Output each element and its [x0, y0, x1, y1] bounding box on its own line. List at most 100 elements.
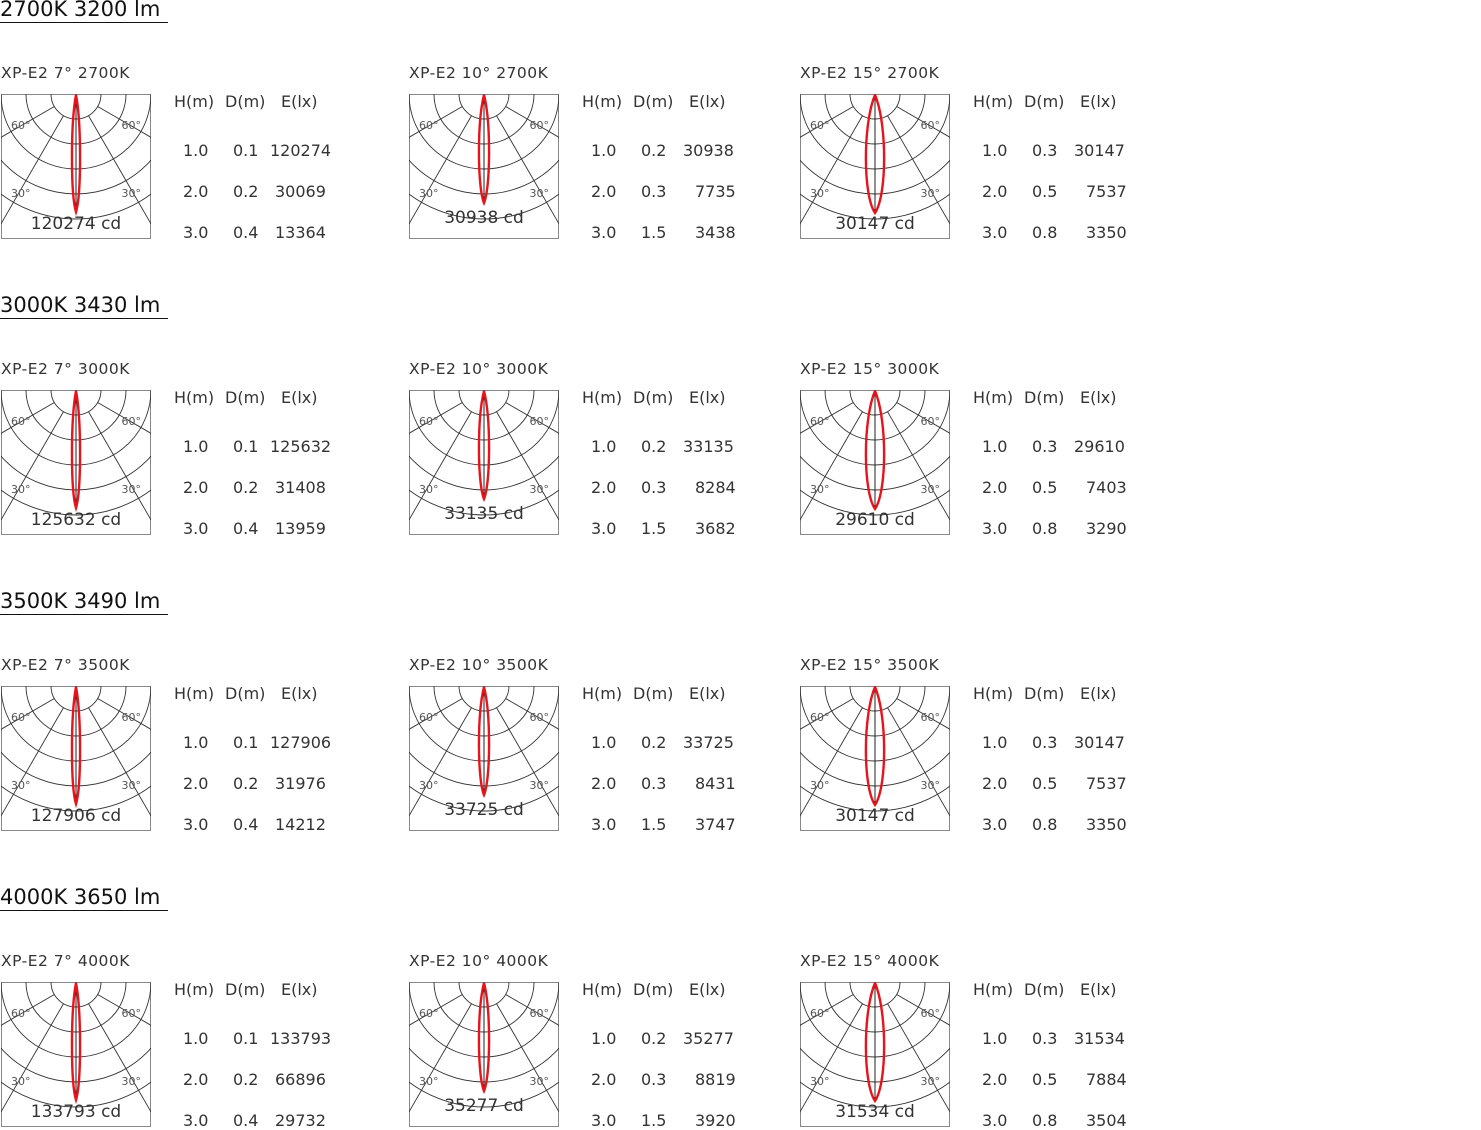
polar-grid: 60° 60° 30° 30° [1, 390, 151, 535]
polar-grid: 60° 60° 30° 30° [409, 982, 559, 1127]
chart-title: XP-E2 15° 3500K [800, 656, 940, 674]
section-title: 2700K 3200 lm [0, 0, 168, 23]
grid-radial [505, 994, 559, 1026]
angle-label: 60° [921, 711, 941, 724]
table-cell: 2.0 [982, 478, 1008, 497]
table-cell: 31408 [275, 478, 326, 497]
table-header: D(m) [1024, 980, 1065, 999]
table-cell: 0.2 [641, 1029, 667, 1048]
table-cell: 125632 [270, 437, 332, 456]
chart-title: XP-E2 7° 4000K [1, 952, 130, 970]
table-cell: 7403 [1086, 478, 1127, 497]
chart-title: XP-E2 7° 3500K [1, 656, 130, 674]
peak-intensity-label: 30938 cd [444, 208, 524, 228]
angle-label: 60° [122, 415, 142, 428]
angle-label: 30° [11, 779, 31, 792]
table-cell: 30147 [1074, 733, 1125, 752]
table-header: H(m) [174, 388, 215, 407]
table-cell: 7537 [1086, 182, 1127, 201]
polar-grid: 60° 60° 30° 30° [800, 390, 950, 535]
table-cell: 2.0 [183, 478, 209, 497]
table-cell: 2.0 [591, 182, 617, 201]
angle-label: 30° [530, 1075, 550, 1088]
grid-circle [1, 785, 151, 812]
beam-lobe [864, 982, 886, 1104]
table-header: H(m) [973, 388, 1014, 407]
table-cell: 0.5 [1032, 478, 1058, 497]
angle-label: 30° [122, 779, 142, 792]
grid-radial [1, 402, 55, 434]
grid-radial [88, 707, 151, 817]
angle-label: 30° [921, 483, 941, 496]
table-cell: 0.2 [641, 141, 667, 160]
grid-radial [496, 115, 559, 225]
beam-lobe [477, 94, 491, 207]
polar-diagram: 60° 60° 30° 30° 35277 cd [409, 982, 559, 1127]
grid-radial [800, 115, 863, 225]
table-cell: 3747 [695, 815, 736, 834]
polar-diagram: 60° 60° 30° 30° 30147 cd [800, 686, 950, 831]
grid-circle [409, 489, 559, 516]
table-cell: 13959 [275, 519, 326, 538]
table-cell: 1.5 [641, 1111, 667, 1130]
peak-intensity-label: 33725 cd [444, 800, 524, 820]
table-header: D(m) [1024, 684, 1065, 703]
beam-lobe [70, 390, 82, 513]
table-cell: 1.0 [982, 141, 1008, 160]
table-cell: 3.0 [183, 815, 209, 834]
angle-label: 60° [419, 119, 439, 132]
grid-radial [887, 1003, 950, 1113]
chart-title: XP-E2 10° 3500K [409, 656, 549, 674]
table-cell: 1.0 [982, 437, 1008, 456]
table-header: E(lx) [1080, 980, 1117, 999]
angle-label: 60° [810, 711, 830, 724]
table-header: D(m) [225, 684, 266, 703]
table-cell: 120274 [270, 141, 332, 160]
peak-intensity-label: 33135 cd [444, 504, 524, 524]
beam-lobe [70, 94, 82, 217]
grid-radial [409, 698, 463, 730]
table-header: D(m) [633, 684, 674, 703]
table-cell: 1.0 [183, 1029, 209, 1048]
table-cell: 0.4 [233, 815, 259, 834]
table-cell: 0.3 [1032, 1029, 1058, 1048]
grid-radial [409, 411, 472, 521]
angle-label: 60° [11, 415, 31, 428]
grid-circle [409, 1081, 559, 1108]
angle-label: 30° [530, 483, 550, 496]
polar-grid: 60° 60° 30° 30° [1, 94, 151, 239]
angle-label: 30° [419, 187, 439, 200]
table-cell: 133793 [270, 1029, 332, 1048]
table-cell: 0.3 [641, 774, 667, 793]
table-header: H(m) [582, 980, 623, 999]
angle-label: 30° [810, 1075, 830, 1088]
peak-intensity-label: 30147 cd [835, 806, 915, 826]
table-header: H(m) [174, 92, 215, 111]
section-title: 4000K 3650 lm [0, 884, 168, 911]
grid-radial [896, 994, 950, 1026]
table-cell: 7884 [1086, 1070, 1127, 1089]
angle-label: 30° [810, 779, 830, 792]
angle-label: 30° [11, 187, 31, 200]
table-cell: 31534 [1074, 1029, 1125, 1048]
table-cell: 0.1 [233, 141, 259, 160]
table-cell: 0.5 [1032, 774, 1058, 793]
table-cell: 1.0 [591, 141, 617, 160]
angle-label: 60° [11, 711, 31, 724]
table-cell: 0.4 [233, 519, 259, 538]
table-cell: 1.0 [591, 733, 617, 752]
peak-intensity-label: 29610 cd [835, 510, 915, 530]
angle-label: 30° [11, 483, 31, 496]
grid-radial [409, 1003, 472, 1113]
table-cell: 3.0 [183, 519, 209, 538]
grid-radial [896, 106, 950, 138]
angle-label: 60° [419, 415, 439, 428]
beam-lobe [864, 390, 886, 512]
grid-radial [800, 106, 854, 138]
chart-title: XP-E2 15° 3000K [800, 360, 940, 378]
grid-radial [887, 115, 950, 225]
polar-grid: 60° 60° 30° 30° [409, 686, 559, 831]
angle-label: 30° [921, 1075, 941, 1088]
grid-radial [496, 411, 559, 521]
table-cell: 127906 [270, 733, 332, 752]
